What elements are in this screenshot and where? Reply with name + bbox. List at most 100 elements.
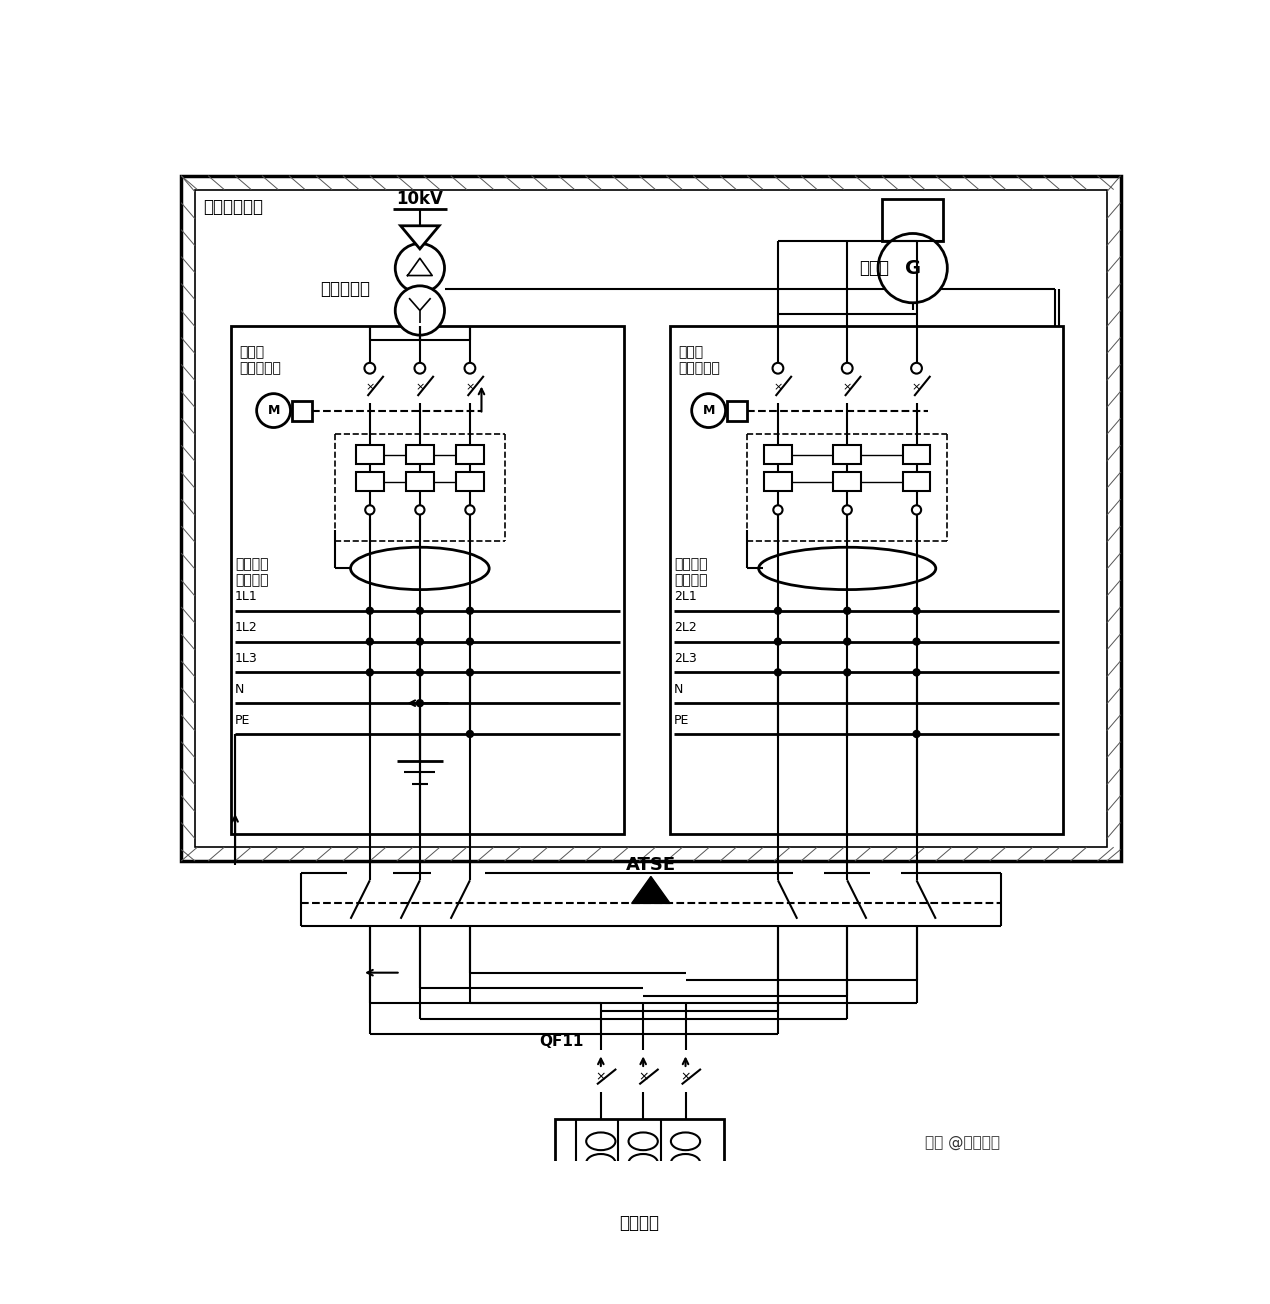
- Ellipse shape: [629, 1132, 658, 1150]
- Text: M: M: [268, 404, 279, 417]
- Circle shape: [842, 505, 852, 515]
- Text: 1L3: 1L3: [235, 652, 258, 665]
- Circle shape: [364, 363, 375, 374]
- Circle shape: [417, 638, 423, 645]
- Circle shape: [692, 394, 725, 428]
- Bar: [406, 445, 434, 464]
- Bar: [671, 326, 1063, 835]
- Circle shape: [465, 363, 475, 374]
- Circle shape: [912, 505, 921, 515]
- Circle shape: [913, 730, 919, 738]
- Bar: [903, 472, 931, 492]
- Bar: [456, 472, 484, 492]
- Text: QF11: QF11: [540, 1034, 584, 1050]
- Bar: [833, 445, 861, 464]
- Bar: [765, 445, 791, 464]
- Circle shape: [417, 669, 423, 675]
- Text: 用电设备: 用电设备: [620, 1214, 659, 1232]
- Text: ×: ×: [912, 382, 921, 393]
- Text: ATSE: ATSE: [626, 855, 676, 874]
- Text: N: N: [235, 683, 244, 696]
- Text: N: N: [674, 683, 683, 696]
- Text: ×: ×: [773, 382, 782, 393]
- Text: ×: ×: [638, 1071, 649, 1084]
- Text: PE: PE: [674, 713, 690, 726]
- Ellipse shape: [351, 548, 489, 589]
- Text: 发电机
进线断路器: 发电机 进线断路器: [678, 346, 720, 376]
- Text: 发电机: 发电机: [860, 259, 889, 278]
- Bar: [406, 472, 434, 492]
- Circle shape: [843, 608, 851, 614]
- Circle shape: [911, 363, 922, 374]
- Circle shape: [878, 233, 947, 303]
- Circle shape: [913, 669, 919, 675]
- Circle shape: [466, 638, 474, 645]
- Bar: [356, 472, 384, 492]
- Text: 2L2: 2L2: [674, 621, 697, 634]
- Ellipse shape: [587, 1176, 616, 1193]
- Bar: [728, 400, 747, 421]
- Text: ×: ×: [842, 382, 852, 393]
- Ellipse shape: [671, 1154, 700, 1172]
- Bar: [555, 1119, 724, 1196]
- Text: 接地故障
电流检测: 接地故障 电流检测: [674, 557, 707, 587]
- Circle shape: [775, 638, 781, 645]
- Bar: [765, 472, 791, 492]
- Bar: [292, 400, 312, 421]
- Circle shape: [772, 363, 784, 374]
- Circle shape: [366, 505, 375, 515]
- Ellipse shape: [587, 1154, 616, 1172]
- Text: 1L2: 1L2: [235, 621, 258, 634]
- Bar: [903, 445, 931, 464]
- Bar: [356, 445, 384, 464]
- Text: 1L1: 1L1: [235, 591, 258, 604]
- Text: 头条 @土木智库: 头条 @土木智库: [926, 1134, 1001, 1150]
- Circle shape: [465, 505, 475, 515]
- Ellipse shape: [671, 1176, 700, 1193]
- Ellipse shape: [671, 1132, 700, 1150]
- Circle shape: [395, 286, 444, 335]
- Circle shape: [366, 669, 373, 675]
- Text: ×: ×: [465, 382, 475, 393]
- Text: 接地故障
电流检测: 接地故障 电流检测: [235, 557, 268, 587]
- Circle shape: [417, 700, 423, 707]
- Text: ×: ×: [596, 1071, 606, 1084]
- Polygon shape: [400, 226, 439, 249]
- Ellipse shape: [587, 1132, 616, 1150]
- Circle shape: [466, 730, 474, 738]
- Circle shape: [257, 394, 291, 428]
- Text: 10kV: 10kV: [396, 190, 443, 207]
- Circle shape: [773, 505, 782, 515]
- Text: 电力变压器: 电力变压器: [320, 280, 370, 297]
- Bar: [231, 326, 624, 835]
- Circle shape: [395, 244, 444, 293]
- Circle shape: [775, 669, 781, 675]
- Circle shape: [366, 608, 373, 614]
- Ellipse shape: [758, 548, 936, 589]
- Circle shape: [415, 505, 424, 515]
- Circle shape: [366, 638, 373, 645]
- Text: G: G: [904, 258, 921, 278]
- Circle shape: [466, 608, 474, 614]
- Ellipse shape: [629, 1154, 658, 1172]
- Bar: [833, 472, 861, 492]
- Circle shape: [417, 608, 423, 614]
- Text: 同一座配电所: 同一座配电所: [203, 197, 263, 215]
- Circle shape: [414, 363, 425, 374]
- Circle shape: [913, 638, 919, 645]
- Text: 变压器
进线断路器: 变压器 进线断路器: [239, 346, 281, 376]
- Bar: [881, 198, 944, 241]
- Text: ×: ×: [366, 382, 375, 393]
- Circle shape: [775, 608, 781, 614]
- Text: ×: ×: [415, 382, 424, 393]
- Text: ×: ×: [681, 1071, 691, 1084]
- Circle shape: [913, 608, 919, 614]
- Bar: [456, 445, 484, 464]
- Text: 2L3: 2L3: [674, 652, 697, 665]
- Text: 2L1: 2L1: [674, 591, 697, 604]
- Circle shape: [842, 363, 852, 374]
- Text: M: M: [702, 404, 715, 417]
- Circle shape: [843, 669, 851, 675]
- Circle shape: [466, 669, 474, 675]
- Text: PE: PE: [235, 713, 250, 726]
